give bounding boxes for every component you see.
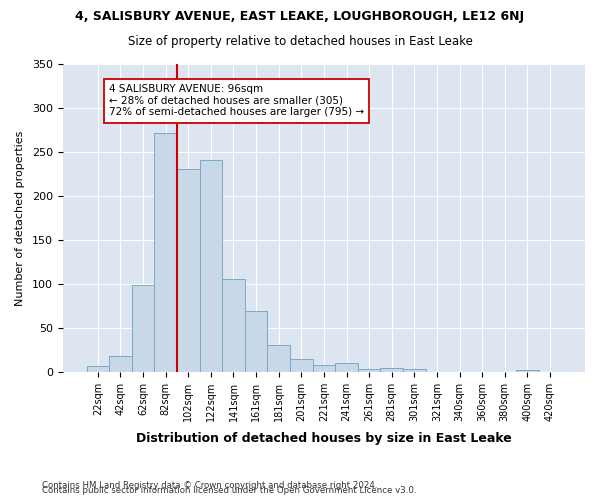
Bar (222, 278, 245, 372)
Bar (403, 369, 425, 372)
Bar (154, 134, 177, 372)
Bar (358, 369, 380, 372)
Bar (86, 366, 109, 372)
Bar (268, 346, 290, 372)
Text: Size of property relative to detached houses in East Leake: Size of property relative to detached ho… (128, 35, 472, 48)
Text: Contains HM Land Registry data © Crown copyright and database right 2024.: Contains HM Land Registry data © Crown c… (42, 481, 377, 490)
Bar (335, 363, 358, 372)
X-axis label: Distribution of detached houses by size in East Leake: Distribution of detached houses by size … (136, 432, 512, 445)
Bar (200, 160, 222, 372)
Bar (313, 365, 335, 372)
Y-axis label: Number of detached properties: Number of detached properties (15, 130, 25, 306)
Bar (177, 168, 200, 372)
Text: Contains public sector information licensed under the Open Government Licence v3: Contains public sector information licen… (42, 486, 416, 495)
Text: 4, SALISBURY AVENUE, EAST LEAKE, LOUGHBOROUGH, LE12 6NJ: 4, SALISBURY AVENUE, EAST LEAKE, LOUGHBO… (76, 10, 524, 23)
Bar (290, 358, 313, 372)
Text: 4 SALISBURY AVENUE: 96sqm
← 28% of detached houses are smaller (305)
72% of semi: 4 SALISBURY AVENUE: 96sqm ← 28% of detac… (109, 84, 364, 117)
Bar (516, 370, 539, 372)
Bar (245, 311, 268, 372)
Bar (380, 368, 403, 372)
Bar (109, 356, 132, 372)
Bar (132, 284, 154, 372)
